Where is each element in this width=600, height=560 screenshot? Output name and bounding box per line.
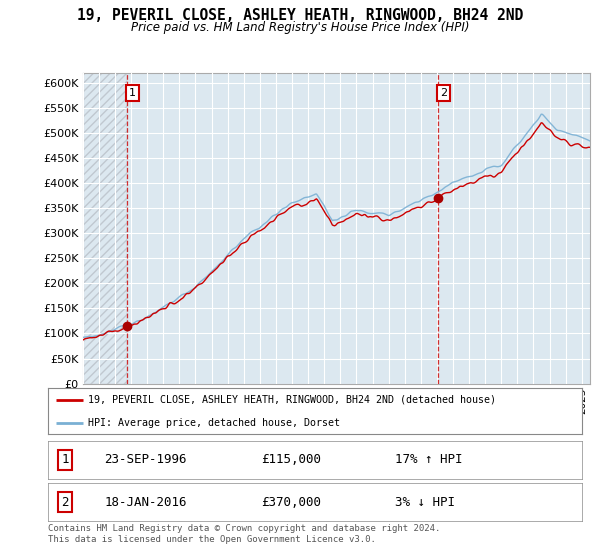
Text: 2: 2 (440, 88, 447, 98)
Text: Price paid vs. HM Land Registry's House Price Index (HPI): Price paid vs. HM Land Registry's House … (131, 21, 469, 34)
Text: 3% ↓ HPI: 3% ↓ HPI (395, 496, 455, 509)
Text: Contains HM Land Registry data © Crown copyright and database right 2024.
This d: Contains HM Land Registry data © Crown c… (48, 524, 440, 544)
Text: 2: 2 (61, 496, 69, 509)
Text: £370,000: £370,000 (262, 496, 322, 509)
Bar (83, 73, 127, 384)
Text: 1: 1 (129, 88, 136, 98)
Text: 1: 1 (61, 453, 69, 466)
Text: 18-JAN-2016: 18-JAN-2016 (104, 496, 187, 509)
Text: 17% ↑ HPI: 17% ↑ HPI (395, 453, 463, 466)
Text: £115,000: £115,000 (262, 453, 322, 466)
Text: HPI: Average price, detached house, Dorset: HPI: Average price, detached house, Dors… (88, 418, 340, 427)
Text: 23-SEP-1996: 23-SEP-1996 (104, 453, 187, 466)
Text: 19, PEVERIL CLOSE, ASHLEY HEATH, RINGWOOD, BH24 2ND (detached house): 19, PEVERIL CLOSE, ASHLEY HEATH, RINGWOO… (88, 395, 496, 404)
Text: 19, PEVERIL CLOSE, ASHLEY HEATH, RINGWOOD, BH24 2ND: 19, PEVERIL CLOSE, ASHLEY HEATH, RINGWOO… (77, 8, 523, 24)
